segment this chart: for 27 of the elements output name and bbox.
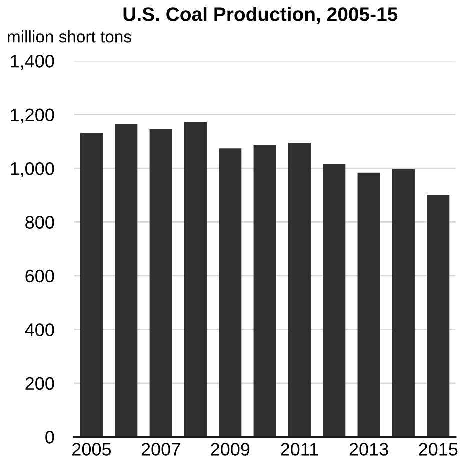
- x-tick-label: 2013: [350, 443, 388, 456]
- bar: [219, 148, 242, 438]
- y-tick-label: 1,000: [11, 162, 54, 178]
- x-tick-label: 2007: [142, 443, 180, 456]
- bar: [150, 129, 172, 438]
- y-tick-label: 800: [26, 216, 54, 229]
- bar: [80, 133, 103, 438]
- y-tick-label: 200: [26, 377, 54, 390]
- y-axis-title: million short tons: [8, 30, 132, 43]
- bar: [254, 145, 276, 438]
- x-tick-label: 2009: [211, 443, 250, 456]
- x-tick-label: 2011: [281, 443, 318, 456]
- bar: [288, 143, 311, 438]
- chart-title: U.S. Coal Production, 2005-15: [124, 7, 398, 24]
- bar: [427, 195, 450, 438]
- bar: [115, 124, 138, 438]
- y-tick-label: 0: [46, 431, 54, 444]
- bar: [323, 164, 346, 438]
- bar: [392, 169, 415, 438]
- y-tick-label: 1,400: [11, 55, 54, 70]
- y-tick-label: 600: [26, 270, 54, 283]
- y-tick-label: 400: [25, 324, 54, 336]
- bar: [358, 172, 380, 438]
- x-tick-label: 2005: [72, 443, 112, 456]
- y-tick-label: 1,200: [11, 108, 54, 124]
- bar: [184, 122, 207, 438]
- x-tick-label: 2015: [419, 443, 458, 456]
